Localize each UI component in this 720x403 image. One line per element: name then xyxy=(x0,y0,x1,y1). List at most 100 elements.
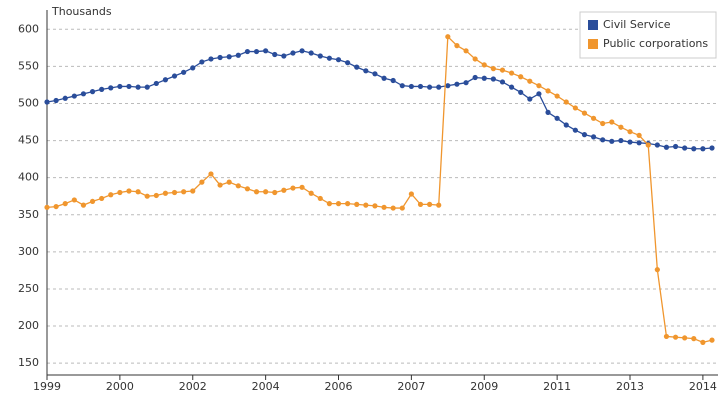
data-point xyxy=(563,99,569,105)
data-point xyxy=(126,83,132,90)
data-point xyxy=(427,201,433,207)
data-point xyxy=(44,99,50,105)
data-point xyxy=(135,84,141,90)
data-point xyxy=(99,86,105,92)
data-point xyxy=(181,189,187,195)
x-tick-label: 2014 xyxy=(689,380,717,393)
y-tick-label: 200 xyxy=(18,319,39,332)
data-point xyxy=(454,81,460,87)
data-point xyxy=(208,171,214,177)
data-point xyxy=(363,68,369,74)
data-point xyxy=(709,145,715,151)
data-point xyxy=(481,75,487,81)
data-point xyxy=(62,95,68,101)
data-point xyxy=(226,54,232,60)
series-line xyxy=(46,35,713,344)
data-point xyxy=(171,189,178,196)
data-point xyxy=(153,80,159,87)
x-tick-label: 2000 xyxy=(106,380,134,393)
data-point xyxy=(545,88,551,94)
data-point xyxy=(345,201,351,207)
data-point xyxy=(162,77,169,83)
data-point xyxy=(53,203,59,210)
data-point xyxy=(518,74,524,80)
data-point xyxy=(89,89,96,95)
data-point xyxy=(126,188,132,194)
data-point xyxy=(709,337,715,343)
y-tick-label: 250 xyxy=(18,282,39,295)
data-point xyxy=(682,335,688,341)
data-point xyxy=(235,52,241,58)
data-point xyxy=(481,62,487,68)
x-tick-label: 2011 xyxy=(543,380,571,393)
data-point xyxy=(445,34,451,40)
data-point xyxy=(199,59,205,65)
data-point xyxy=(272,51,278,58)
data-point xyxy=(609,138,615,144)
data-point xyxy=(581,132,588,138)
data-point xyxy=(654,267,660,273)
data-point xyxy=(190,65,196,71)
data-point xyxy=(490,66,496,72)
legend-label: Public corporations xyxy=(603,37,708,50)
data-point xyxy=(427,84,433,90)
data-point xyxy=(181,69,187,75)
data-point xyxy=(253,189,260,195)
data-point xyxy=(299,48,305,54)
data-point xyxy=(290,185,296,191)
data-point xyxy=(499,79,506,85)
data-point xyxy=(326,55,332,61)
data-point xyxy=(390,77,396,84)
data-point xyxy=(144,84,150,90)
legend-label: Civil Service xyxy=(603,18,671,31)
data-point xyxy=(399,83,405,89)
data-point xyxy=(572,127,578,133)
data-point xyxy=(536,83,542,89)
data-point xyxy=(326,201,332,207)
data-point xyxy=(381,204,387,210)
data-point xyxy=(609,119,615,125)
data-point xyxy=(627,139,633,145)
data-point xyxy=(663,144,670,150)
data-point xyxy=(454,43,460,49)
legend-box xyxy=(579,11,717,59)
y-tick-label: 350 xyxy=(18,208,39,221)
data-point xyxy=(700,146,706,152)
data-point xyxy=(399,205,405,211)
data-point xyxy=(636,132,642,138)
data-point xyxy=(162,190,169,196)
x-tick-label: 1999 xyxy=(33,380,61,393)
x-tick-label: 2002 xyxy=(179,380,207,393)
y-axis-label: Thousands xyxy=(51,5,112,18)
data-point xyxy=(226,179,232,185)
x-tick-label: 2004 xyxy=(252,380,280,393)
data-point xyxy=(627,129,633,135)
data-point xyxy=(645,142,651,148)
data-point xyxy=(335,57,342,63)
y-tick-label: 450 xyxy=(18,134,39,147)
data-point xyxy=(563,122,569,128)
data-point xyxy=(518,89,524,95)
data-point xyxy=(445,83,451,89)
data-point xyxy=(490,76,496,82)
series-line xyxy=(46,50,713,150)
data-point xyxy=(499,67,506,73)
data-point xyxy=(536,91,542,97)
data-point xyxy=(71,93,77,99)
data-point xyxy=(600,120,606,127)
legend-swatch xyxy=(588,20,598,30)
data-point xyxy=(554,115,560,121)
data-point xyxy=(244,48,251,55)
data-point xyxy=(53,97,59,104)
x-tick-label: 2006 xyxy=(325,380,353,393)
data-point xyxy=(527,96,533,102)
data-point xyxy=(71,197,77,203)
data-point xyxy=(190,188,196,194)
data-point xyxy=(372,203,378,209)
data-point xyxy=(317,195,323,202)
data-point xyxy=(62,201,68,207)
data-point xyxy=(272,189,278,196)
data-point xyxy=(354,64,360,70)
data-point xyxy=(700,339,706,345)
